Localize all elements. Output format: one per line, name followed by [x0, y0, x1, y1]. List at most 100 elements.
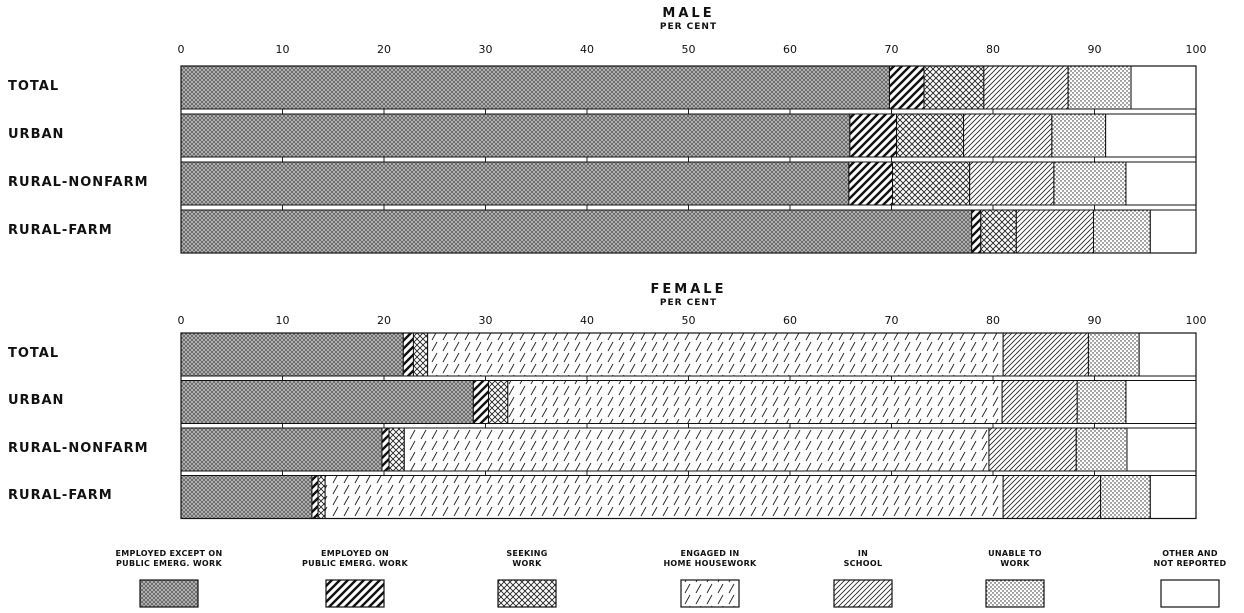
- bar-segment-0-1-seeking: [896, 113, 965, 158]
- bar-segment-1-3-other: [1149, 475, 1197, 519]
- bar-segment-1-1-home: [507, 380, 1003, 424]
- legend-label-line1-unable: UNABLE TO: [988, 549, 1042, 558]
- panel-title-1: FEMALE: [650, 282, 727, 297]
- legend-label-line2-employed: PUBLIC EMERG. WORK: [115, 559, 222, 568]
- legend-label-line2-seeking: WORK: [512, 559, 542, 568]
- bar-segment-1-1-emerg: [472, 380, 490, 424]
- bar-segment-1-2-emerg: [381, 427, 390, 472]
- bar-segment-1-3-emerg: [311, 475, 319, 519]
- category-label-1-3: RURAL-FARM: [8, 488, 113, 503]
- category-label-0-2: RURAL-NONFARM: [8, 174, 149, 190]
- category-label-1-0: TOTAL: [8, 345, 60, 361]
- bar-segment-1-0-school: [1002, 332, 1089, 377]
- category-label-1-1: URBAN: [8, 393, 65, 408]
- tick-label-1-6: 60: [783, 314, 797, 327]
- legend-swatch-employed: [139, 579, 199, 608]
- legend-label-other: OTHER AND NOT REPORTED: [1120, 549, 1244, 569]
- legend-label-line1-other: OTHER AND: [1162, 549, 1218, 558]
- bar-segment-0-3-other: [1149, 209, 1197, 254]
- panel-title-0: MALE: [662, 6, 715, 21]
- tick-label-0-7: 70: [884, 43, 899, 56]
- bar-segment-0-0-employed: [180, 65, 890, 110]
- bar-segment-1-0-employed: [180, 332, 404, 377]
- bar-layer: [139, 65, 1220, 608]
- legend-label-line1-home: ENGAGED IN: [680, 549, 740, 558]
- bar-segment-0-0-seeking: [923, 65, 985, 110]
- legend-label-line2-other: NOT REPORTED: [1153, 559, 1227, 568]
- legend-swatch-other: [1160, 579, 1220, 608]
- tick-label-1-3: 30: [478, 314, 493, 327]
- legend-label-school: IN SCHOOL: [793, 549, 933, 569]
- legend-label-line2-school: SCHOOL: [843, 559, 883, 568]
- bar-segment-0-2-emerg: [848, 161, 894, 206]
- tick-label-0-5: 50: [681, 43, 696, 56]
- tick-label-1-7: 70: [884, 314, 899, 327]
- tick-label-0-0: 0: [177, 43, 185, 56]
- legend-label-emerg: EMPLOYED ON PUBLIC EMERG. WORK: [285, 549, 425, 569]
- tick-label-0-10: 100: [1185, 43, 1207, 56]
- tick-label-0-4: 40: [580, 43, 594, 56]
- legend-label-line1-employed: EMPLOYED EXCEPT ON: [115, 549, 223, 558]
- panel-frame-1: [180, 332, 1197, 520]
- legend-swatch-unable: [985, 579, 1045, 608]
- legend-swatch-seeking: [497, 579, 557, 608]
- bar-segment-1-2-unable: [1075, 427, 1128, 472]
- tick-label-0-9: 90: [1087, 43, 1102, 56]
- bar-segment-1-2-home: [403, 427, 990, 472]
- bar-segment-1-2-school: [988, 427, 1077, 472]
- bar-segment-1-2-other: [1126, 427, 1197, 472]
- bar-segment-1-3-seeking: [317, 475, 326, 519]
- bar-segment-0-2-employed: [180, 161, 850, 206]
- legend-label-line1-school: IN: [857, 549, 869, 558]
- bar-segment-0-1-unable: [1051, 113, 1107, 158]
- legend-swatch-home: [680, 579, 740, 608]
- bar-segment-0-2-other: [1125, 161, 1197, 206]
- legend-label-line2-home: HOME HOUSEWORK: [663, 559, 757, 568]
- bar-segment-0-0-emerg: [888, 65, 925, 110]
- bar-segment-0-3-employed: [180, 209, 973, 254]
- legend-label-line2-unable: WORK: [1000, 559, 1030, 568]
- category-label-0-0: TOTAL: [8, 78, 60, 94]
- legend-swatch-emerg: [325, 579, 385, 608]
- bar-segment-0-0-unable: [1067, 65, 1132, 110]
- category-label-0-1: URBAN: [8, 126, 65, 142]
- bar-segment-1-3-unable: [1100, 475, 1151, 519]
- bar-segment-1-0-seeking: [412, 332, 429, 377]
- bar-segment-1-1-unable: [1076, 380, 1127, 424]
- bar-segment-0-2-school: [969, 161, 1055, 206]
- bar-segment-0-1-other: [1105, 113, 1197, 158]
- bar-segment-1-1-seeking: [488, 380, 509, 424]
- panel-subtitle-1: PER CENT: [659, 298, 718, 308]
- bar-segment-0-3-school: [1015, 209, 1094, 254]
- legend-swatch-school: [833, 579, 893, 608]
- legend-label-line1-emerg: EMPLOYED ON: [320, 549, 390, 558]
- bar-segment-0-0-school: [983, 65, 1069, 110]
- bar-segment-0-3-unable: [1092, 209, 1151, 254]
- tick-label-1-8: 80: [986, 314, 1000, 327]
- legend-label-unable: UNABLE TO WORK: [945, 549, 1085, 569]
- bar-segment-0-3-seeking: [980, 209, 1017, 254]
- bar-segment-1-3-school: [1002, 475, 1102, 519]
- bar-segment-0-1-emerg: [849, 113, 898, 158]
- category-label-0-3: RURAL-FARM: [8, 222, 113, 238]
- legend-label-home: ENGAGED IN HOME HOUSEWORK: [640, 549, 780, 569]
- bar-segment-1-1-employed: [180, 380, 474, 424]
- bar-segment-0-0-other: [1130, 65, 1197, 110]
- bar-segment-1-2-seeking: [388, 427, 405, 472]
- bar-segment-1-0-emerg: [402, 332, 414, 377]
- bar-segment-1-0-unable: [1087, 332, 1140, 377]
- legend-label-line2-emerg: PUBLIC EMERG. WORK: [301, 559, 408, 568]
- bar-segment-0-3-emerg: [971, 209, 982, 254]
- bar-segment-1-0-other: [1138, 332, 1197, 377]
- tick-label-1-5: 50: [681, 314, 696, 327]
- legend-label-seeking: SEEKING WORK: [457, 549, 597, 569]
- bar-segment-1-1-other: [1125, 380, 1197, 424]
- bar-segment-1-2-employed: [180, 427, 383, 472]
- panel-frame-0: [180, 65, 1197, 254]
- category-label-1-2: RURAL-NONFARM: [8, 440, 149, 456]
- tick-label-0-2: 20: [377, 43, 391, 56]
- legend-label-employed: EMPLOYED EXCEPT ON PUBLIC EMERG. WORK: [99, 549, 239, 569]
- bar-segment-0-2-unable: [1053, 161, 1127, 206]
- bar-segment-1-0-home: [427, 332, 1004, 377]
